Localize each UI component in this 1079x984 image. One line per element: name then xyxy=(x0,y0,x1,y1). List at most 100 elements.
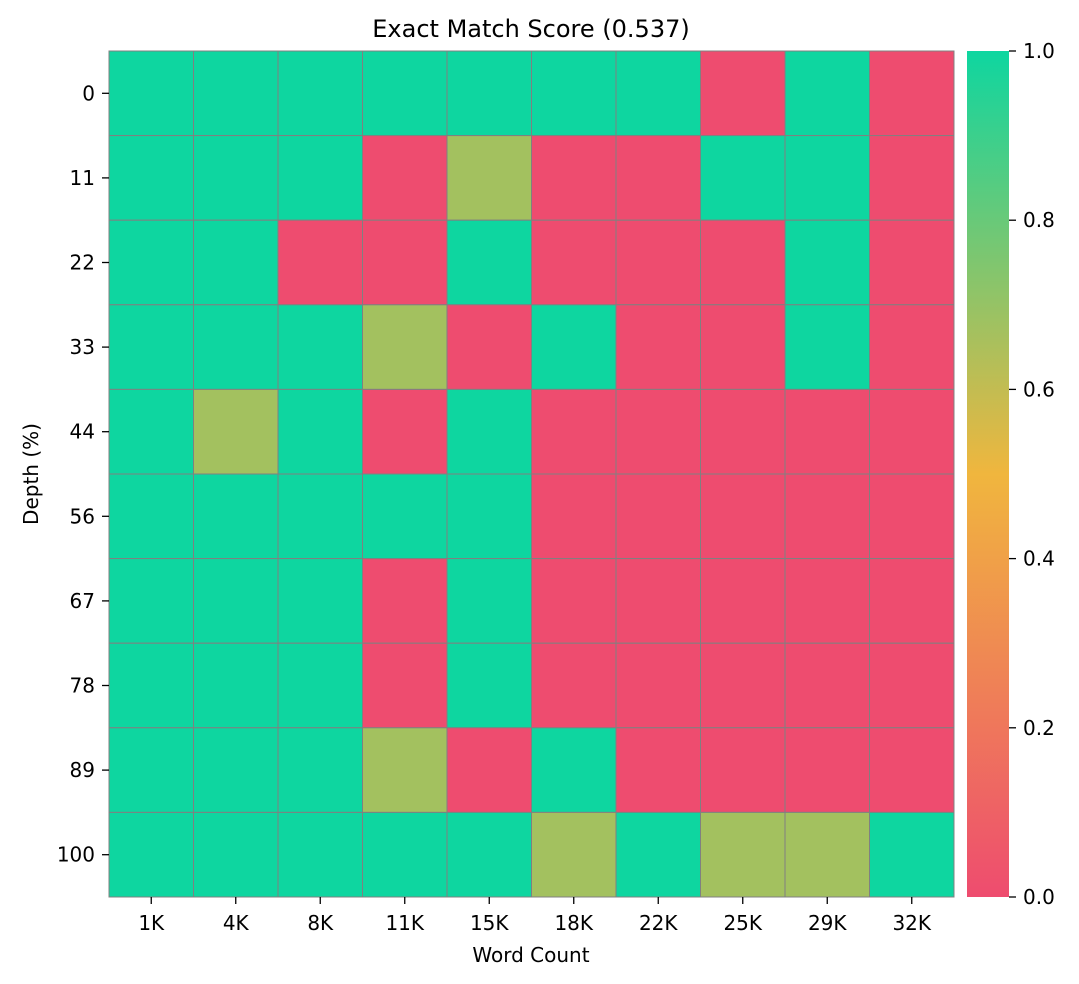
heatmap-cell xyxy=(446,135,532,221)
heatmap-cell xyxy=(277,727,363,813)
heatmap-cell xyxy=(615,219,701,306)
heatmap-cell xyxy=(869,135,955,221)
heatmap-cell xyxy=(193,388,279,475)
colorbar-tick-label: 0.2 xyxy=(1023,716,1055,740)
y-tick-label: 67 xyxy=(70,589,95,613)
heatmap-cell xyxy=(277,135,363,221)
heatmap-cell xyxy=(531,50,617,137)
heatmap-cell xyxy=(869,304,955,390)
colorbar-tick-label: 1.0 xyxy=(1023,39,1055,63)
heatmap-cell xyxy=(193,50,279,137)
x-tick-label: 4K xyxy=(223,911,250,935)
heatmap-cell xyxy=(362,811,448,898)
heatmap-cell xyxy=(784,811,870,898)
heatmap-cell xyxy=(277,558,363,644)
heatmap-cell xyxy=(277,219,363,306)
heatmap-cell xyxy=(193,219,279,306)
heatmap-cell xyxy=(277,304,363,390)
y-tick-label: 33 xyxy=(70,335,95,359)
heatmap-cell xyxy=(700,558,786,644)
y-tick-label: 0 xyxy=(82,81,95,105)
heatmap-cell xyxy=(700,811,786,898)
heatmap-cell xyxy=(615,642,701,729)
heatmap-cell xyxy=(362,50,448,137)
x-axis-label: Word Count xyxy=(472,943,589,967)
heatmap-cell xyxy=(277,388,363,475)
heatmap-cell xyxy=(615,558,701,644)
heatmap-cell xyxy=(700,473,786,560)
heatmap-cell xyxy=(193,558,279,644)
heatmap-cell xyxy=(531,388,617,475)
heatmap-cell xyxy=(108,558,194,644)
heatmap-cell xyxy=(108,388,194,475)
heatmap-cell xyxy=(531,219,617,306)
heatmap-cell xyxy=(869,388,955,475)
heatmap-cell xyxy=(869,558,955,644)
x-tick-label: 29K xyxy=(808,911,847,935)
heatmap-cell xyxy=(784,135,870,221)
heatmap-cell xyxy=(446,388,532,475)
heatmap-cell xyxy=(615,135,701,221)
x-tick-label: 22K xyxy=(639,911,678,935)
heatmap-cell xyxy=(531,473,617,560)
heatmap-cell xyxy=(193,727,279,813)
y-tick-label: 100 xyxy=(57,843,95,867)
heatmap-cell xyxy=(193,473,279,560)
heatmap-cell xyxy=(193,304,279,390)
heatmap-cell xyxy=(784,642,870,729)
heatmap-cell xyxy=(362,135,448,221)
heatmap-cell xyxy=(108,135,194,221)
heatmap-cell xyxy=(362,558,448,644)
colorbar xyxy=(967,51,1009,897)
y-tick-label: 78 xyxy=(70,674,95,698)
heatmap-cell xyxy=(362,219,448,306)
heatmap-cell xyxy=(784,304,870,390)
heatmap-cells xyxy=(108,50,955,898)
y-tick-label: 22 xyxy=(70,251,95,275)
heatmap-cell xyxy=(362,727,448,813)
heatmap-cell xyxy=(615,304,701,390)
heatmap-cell xyxy=(615,727,701,813)
heatmap-cell xyxy=(362,473,448,560)
heatmap-cell xyxy=(531,135,617,221)
heatmap-cell xyxy=(108,219,194,306)
heatmap-cell xyxy=(531,558,617,644)
y-tick-label: 89 xyxy=(70,758,95,782)
heatmap-cell xyxy=(615,811,701,898)
heatmap-cell xyxy=(531,727,617,813)
heatmap-cell xyxy=(446,727,532,813)
heatmap-cell xyxy=(277,50,363,137)
heatmap-cell xyxy=(277,811,363,898)
heatmap-cell xyxy=(700,135,786,221)
heatmap-cell xyxy=(108,727,194,813)
heatmap-cell xyxy=(108,304,194,390)
heatmap-cell xyxy=(784,219,870,306)
heatmap-cell xyxy=(446,219,532,306)
y-tick-label: 56 xyxy=(70,504,95,528)
heatmap-cell xyxy=(108,811,194,898)
heatmap-cell xyxy=(615,473,701,560)
heatmap-cell xyxy=(108,642,194,729)
heatmap-cell xyxy=(362,642,448,729)
x-axis-ticks: 1K 4K 8K 11K 15K 18K 22K 25K 29K 32K xyxy=(138,897,932,935)
heatmap-cell xyxy=(446,304,532,390)
y-axis-ticks: 0 11 22 33 44 56 67 78 89 100 xyxy=(57,81,109,867)
heatmap-cell xyxy=(446,558,532,644)
heatmap-cell xyxy=(531,642,617,729)
heatmap-cell xyxy=(700,219,786,306)
heatmap-cell xyxy=(869,727,955,813)
colorbar-tick-label: 0.6 xyxy=(1023,377,1055,401)
heatmap-cell xyxy=(362,304,448,390)
heatmap-cell xyxy=(531,811,617,898)
heatmap-cell xyxy=(193,135,279,221)
heatmap-cell xyxy=(700,304,786,390)
heatmap-cell xyxy=(446,50,532,137)
heatmap-cell xyxy=(784,473,870,560)
heatmap-cell xyxy=(700,50,786,137)
x-tick-label: 1K xyxy=(138,911,165,935)
x-tick-label: 15K xyxy=(470,911,509,935)
heatmap-cell xyxy=(446,473,532,560)
heatmap-cell xyxy=(108,473,194,560)
heatmap-cell xyxy=(700,727,786,813)
heatmap-cell xyxy=(784,558,870,644)
